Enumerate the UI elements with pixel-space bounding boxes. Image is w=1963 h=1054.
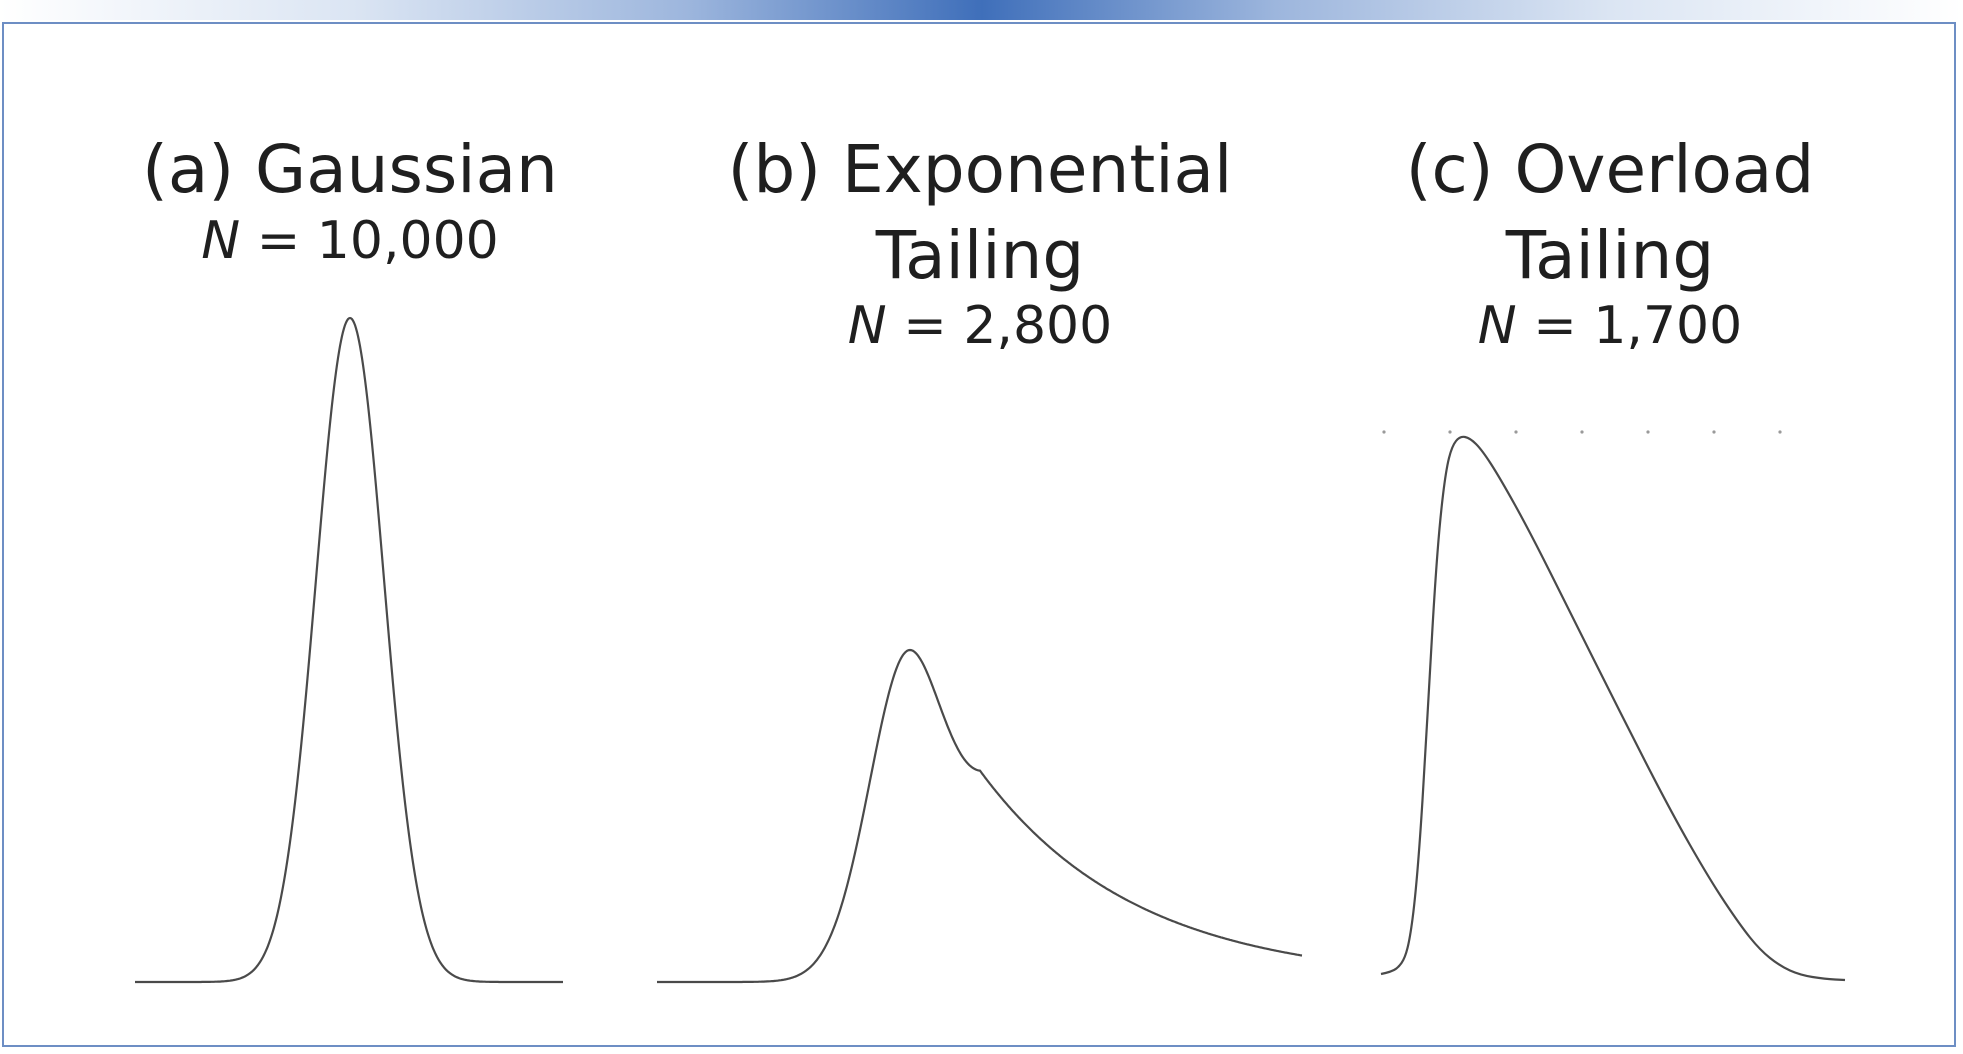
top-gradient-bar	[0, 0, 1963, 20]
panel-b-n-value: = 2,800	[903, 296, 1113, 356]
reference-dot	[1646, 430, 1650, 434]
panel-c-title-line2: Tailing	[1505, 217, 1715, 294]
panel-a-title: (a) Gaussian	[142, 131, 558, 208]
exponential-tailing-peak-curve	[656, 648, 1303, 984]
panel-a-plate-count: N = 10,000	[130, 209, 570, 273]
panel-c-n-symbol: N	[1477, 296, 1517, 356]
reference-dot	[1778, 430, 1782, 434]
overload-reference-dotted-line	[1382, 430, 1782, 434]
panel-b-title-line2: Tailing	[875, 217, 1085, 294]
panel-c-title-line1: (c) Overload	[1405, 131, 1815, 208]
panel-a-n-value: = 10,000	[256, 211, 499, 271]
panel-b-plate-count: N = 2,800	[720, 294, 1240, 358]
panel-b-title-line1: (b) Exponential	[727, 131, 1233, 208]
reference-dot	[1382, 430, 1386, 434]
overload-tailing-peak-curve	[1380, 435, 1846, 982]
reference-dot	[1514, 430, 1518, 434]
reference-dot	[1580, 430, 1584, 434]
panel-b-n-symbol: N	[847, 296, 887, 356]
reference-dot	[1448, 430, 1452, 434]
panel-c-plate-count: N = 1,700	[1380, 294, 1840, 358]
panel-a-n-symbol: N	[201, 211, 241, 271]
gaussian-peak-curve	[134, 316, 564, 984]
reference-dot	[1712, 430, 1716, 434]
figure-frame	[2, 22, 1956, 1047]
panel-c-n-value: = 1,700	[1533, 296, 1743, 356]
